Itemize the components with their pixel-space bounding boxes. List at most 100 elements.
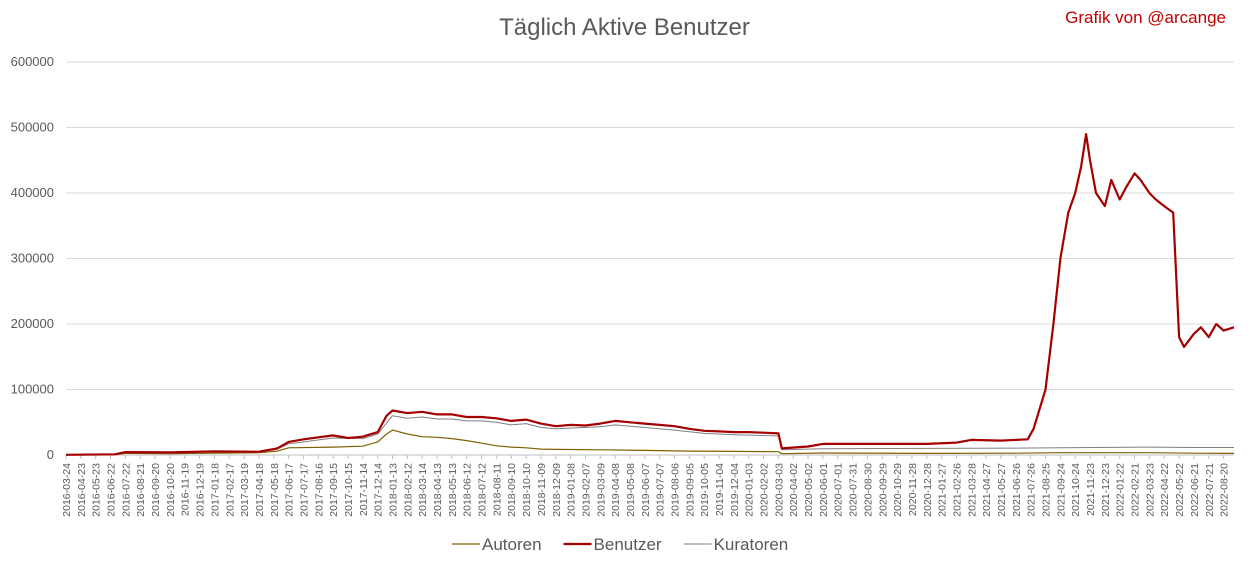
x-tick-label: 2021-05-27	[996, 463, 1008, 517]
x-tick-label: 2020-06-01	[818, 463, 830, 517]
legend-label: Kuratoren	[714, 535, 789, 554]
x-tick-label: 2016-05-23	[91, 463, 103, 517]
x-tick-label: 2019-09-05	[684, 463, 696, 517]
x-axis-tick-labels: 2016-03-24 2016-04-23 2016-05-23 2016-06-22…	[61, 455, 1231, 517]
x-tick-label: 2020-04-02	[788, 463, 800, 517]
x-tick-label: 2021-09-24	[1055, 463, 1067, 517]
x-tick-label: 2021-03-28	[966, 463, 978, 517]
x-tick-label: 2022-04-22	[1159, 463, 1171, 517]
y-tick-label: 100000	[11, 382, 54, 397]
x-tick-label: 2017-02-17	[224, 463, 236, 517]
x-tick-label: 2017-04-18	[254, 463, 266, 517]
x-tick-label: 2016-11-19	[180, 463, 192, 516]
x-tick-label: 2019-10-05	[699, 463, 711, 517]
x-tick-label: 2016-10-20	[165, 463, 177, 517]
x-tick-label: 2018-02-12	[402, 463, 414, 517]
x-tick-label: 2020-07-31	[848, 463, 860, 517]
x-tick-label: 2020-05-02	[803, 463, 815, 517]
x-tick-label: 2021-02-26	[951, 463, 963, 517]
legend-label: Benutzer	[594, 535, 662, 554]
x-tick-label: 2017-08-16	[313, 463, 325, 517]
x-tick-label: 2021-06-26	[1011, 463, 1023, 517]
x-tick-label: 2017-12-14	[373, 463, 385, 517]
x-tick-label: 2021-07-26	[1026, 463, 1038, 517]
x-tick-label: 2022-08-20	[1219, 463, 1231, 517]
x-tick-label: 2016-07-22	[120, 463, 132, 517]
x-tick-label: 2017-03-19	[239, 463, 251, 517]
x-tick-label: 2018-04-13	[432, 463, 444, 517]
x-tick-label: 2017-01-18	[209, 463, 221, 517]
x-tick-label: 2016-03-24	[61, 463, 73, 517]
y-tick-label: 200000	[11, 316, 54, 331]
x-tick-label: 2017-05-18	[269, 463, 281, 517]
y-tick-label: 0	[47, 447, 54, 462]
x-tick-label: 2018-05-13	[447, 463, 459, 517]
x-tick-label: 2017-09-15	[328, 463, 340, 517]
x-tick-label: 2016-04-23	[76, 463, 88, 517]
y-tick-label: 500000	[11, 120, 54, 135]
x-tick-label: 2020-09-29	[877, 463, 889, 517]
x-tick-label: 2018-11-09	[536, 463, 548, 516]
series-line-autoren	[65, 429, 1235, 456]
x-tick-label: 2018-06-12	[462, 463, 474, 517]
y-tick-label: 600000	[11, 54, 54, 69]
x-tick-label: 2020-07-01	[833, 463, 845, 517]
x-tick-label: 2019-04-08	[610, 463, 622, 517]
x-tick-label: 2018-10-10	[521, 463, 533, 517]
y-axis-tick-labels: 0 100000 200000 300000 400000 500000 600000	[11, 54, 54, 462]
x-tick-label: 2020-03-03	[773, 463, 785, 517]
x-tick-label: 2020-12-28	[922, 463, 934, 517]
x-tick-label: 2019-03-09	[595, 463, 607, 517]
legend: Autoren Benutzer Kuratoren	[452, 535, 788, 554]
x-tick-label: 2017-06-17	[284, 463, 296, 517]
series-line-kuratoren	[65, 415, 1234, 456]
series-lines	[65, 133, 1235, 456]
x-tick-label: 2018-09-10	[506, 463, 518, 517]
x-tick-label: 2022-05-22	[1174, 463, 1186, 517]
x-tick-label: 2016-12-19	[195, 463, 207, 517]
x-tick-label: 2019-08-06	[669, 463, 681, 517]
credit-label: Grafik von @arcange	[1065, 8, 1226, 27]
x-tick-label: 2020-10-29	[892, 463, 904, 517]
x-tick-label: 2016-06-22	[106, 463, 118, 517]
x-tick-label: 2017-11-14	[358, 463, 370, 516]
x-tick-label: 2017-10-15	[343, 463, 355, 517]
x-tick-label: 2019-02-07	[580, 463, 592, 517]
x-tick-label: 2020-02-02	[759, 463, 771, 517]
x-tick-label: 2018-12-09	[551, 463, 563, 517]
x-tick-label: 2019-07-07	[655, 463, 667, 517]
y-tick-label: 300000	[11, 251, 54, 266]
x-tick-label: 2021-08-25	[1041, 463, 1053, 517]
x-tick-label: 2018-01-13	[388, 463, 400, 517]
y-tick-label: 400000	[11, 185, 54, 200]
x-tick-label: 2016-08-21	[135, 463, 147, 517]
x-tick-label: 2017-07-17	[298, 463, 310, 517]
x-tick-label: 2021-04-27	[981, 463, 993, 517]
x-tick-label: 2022-02-21	[1130, 463, 1142, 517]
chart-title: Täglich Aktive Benutzer	[499, 14, 750, 41]
x-tick-label: 2019-11-04	[714, 463, 726, 516]
x-tick-label: 2022-06-21	[1189, 463, 1201, 517]
x-tick-label: 2020-01-03	[744, 463, 756, 517]
x-tick-label: 2019-06-07	[640, 463, 652, 517]
x-tick-label: 2019-05-08	[625, 463, 637, 517]
gridlines	[66, 61, 1234, 456]
series-line-benutzer	[65, 133, 1235, 456]
x-tick-label: 2022-07-21	[1204, 463, 1216, 517]
x-tick-label: 2021-10-24	[1070, 463, 1082, 517]
x-tick-label: 2020-08-30	[862, 463, 874, 517]
x-tick-label: 2018-07-12	[477, 463, 489, 517]
x-tick-label: 2016-09-20	[150, 463, 162, 517]
x-tick-label: 2021-12-23	[1100, 463, 1112, 517]
x-tick-label: 2019-01-08	[566, 463, 578, 517]
x-tick-label: 2018-03-14	[417, 463, 429, 517]
x-tick-label: 2020-11-28	[907, 463, 919, 516]
x-tick-label: 2021-11-23	[1085, 463, 1097, 516]
x-tick-label: 2021-01-27	[937, 463, 949, 517]
x-tick-label: 2019-12-04	[729, 463, 741, 517]
legend-label: Autoren	[482, 535, 542, 554]
x-tick-label: 2022-01-22	[1115, 463, 1127, 517]
x-tick-label: 2018-08-11	[491, 463, 503, 516]
x-tick-label: 2022-03-23	[1144, 463, 1156, 517]
